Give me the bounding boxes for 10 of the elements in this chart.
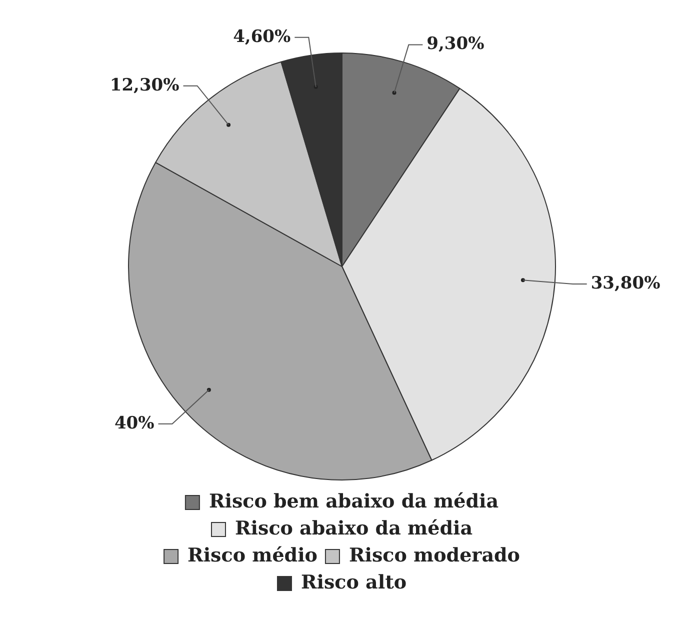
- data-label: 12,30%: [110, 75, 180, 96]
- legend-label: Risco médio: [188, 544, 318, 566]
- legend-label: Risco moderado: [348, 544, 520, 566]
- legend-label: Risco bem abaixo da média: [208, 490, 499, 512]
- data-label: 33,80%: [590, 273, 660, 294]
- data-label: 9,30%: [426, 34, 484, 54]
- data-label: 4,60%: [233, 26, 291, 47]
- legend-label: Risco alto: [300, 571, 407, 594]
- legend-label: Risco abaixo da média: [234, 517, 473, 540]
- data-label: 40%: [114, 413, 154, 434]
